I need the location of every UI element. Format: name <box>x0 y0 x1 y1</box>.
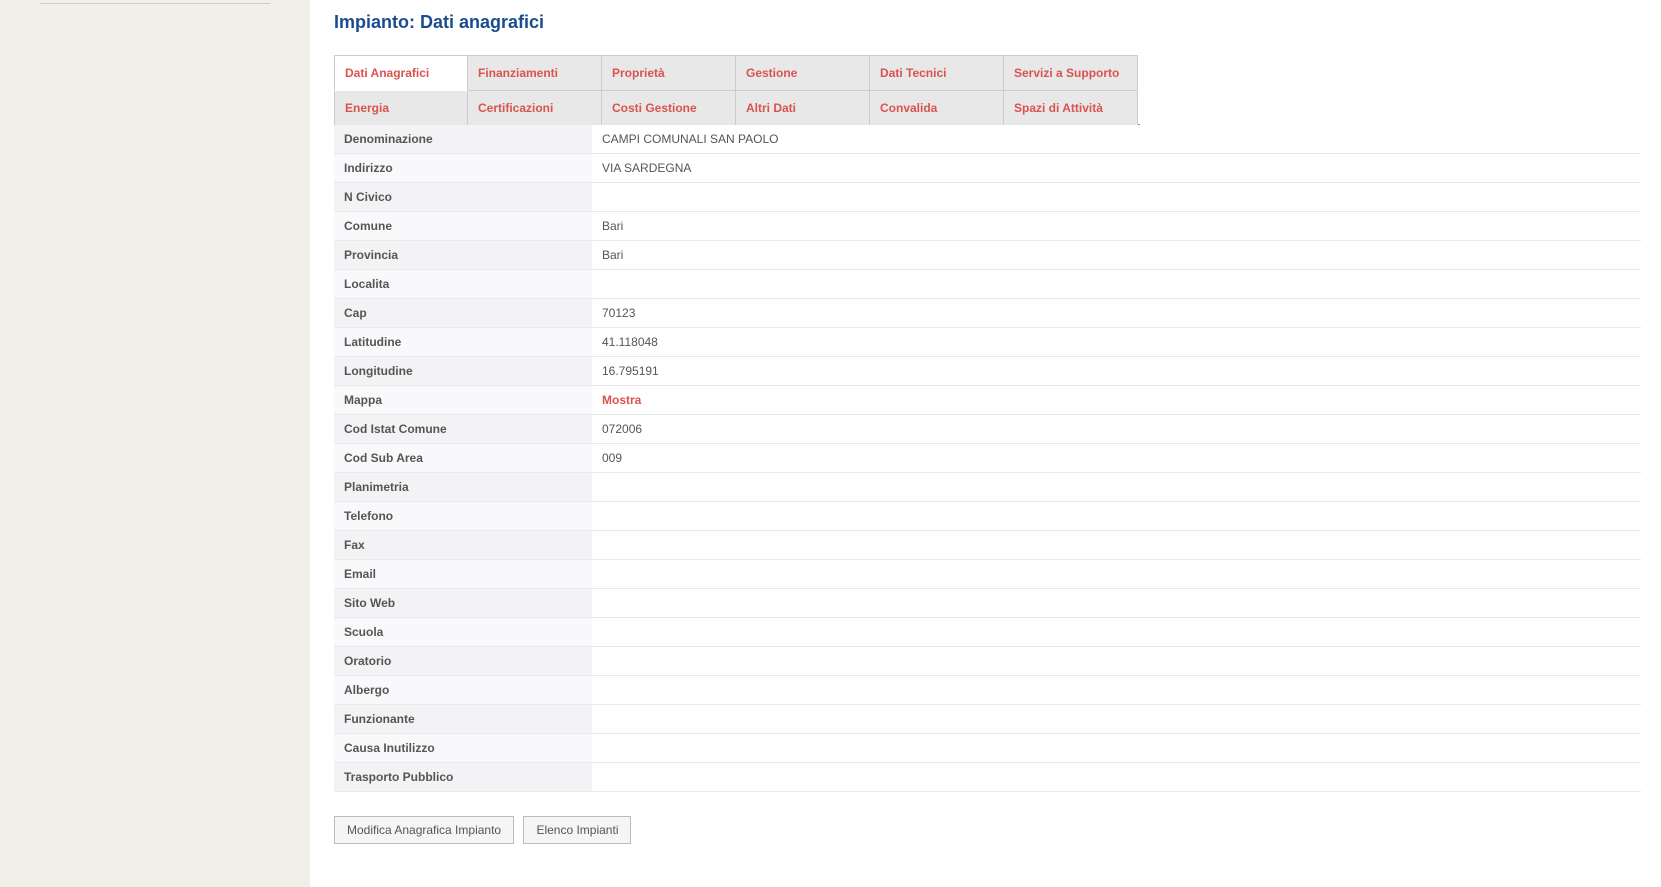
field-value <box>592 618 1641 647</box>
field-label: Funzionante <box>334 705 592 734</box>
field-label: N Civico <box>334 183 592 212</box>
table-row: Cod Istat Comune072006 <box>334 415 1641 444</box>
tab-spazi-di-attivit-[interactable]: Spazi di Attività <box>1004 90 1138 125</box>
table-row: Localita <box>334 270 1641 299</box>
field-label: Comune <box>334 212 592 241</box>
table-row: IndirizzoVIA SARDEGNA <box>334 154 1641 183</box>
list-button[interactable]: Elenco Impianti <box>523 816 631 844</box>
table-row: Fax <box>334 531 1641 560</box>
table-row: Mappa Mostra <box>334 386 1641 415</box>
table-row: N Civico <box>334 183 1641 212</box>
field-label: Mappa <box>334 386 592 415</box>
edit-button[interactable]: Modifica Anagrafica Impianto <box>334 816 514 844</box>
button-row: Modifica Anagrafica Impianto Elenco Impi… <box>334 816 1641 844</box>
table-row: ComuneBari <box>334 212 1641 241</box>
field-value <box>592 647 1641 676</box>
table-row: Oratorio <box>334 647 1641 676</box>
table-row: Trasporto Pubblico <box>334 763 1641 792</box>
field-label: Longitudine <box>334 357 592 386</box>
page-root: Impianto: Dati anagrafici Dati Anagrafic… <box>0 0 1661 887</box>
map-link[interactable]: Mostra <box>602 393 641 407</box>
field-label: Planimetria <box>334 473 592 502</box>
field-value <box>592 763 1641 792</box>
field-label: Sito Web <box>334 589 592 618</box>
tab-servizi-a-supporto[interactable]: Servizi a Supporto <box>1004 55 1138 91</box>
field-value <box>592 473 1641 502</box>
field-value <box>592 531 1641 560</box>
tab-certificazioni[interactable]: Certificazioni <box>468 90 602 125</box>
field-label: Trasporto Pubblico <box>334 763 592 792</box>
field-value: 072006 <box>592 415 1641 444</box>
field-label: Fax <box>334 531 592 560</box>
tab-gestione[interactable]: Gestione <box>736 55 870 91</box>
tab-propriet-[interactable]: Proprietà <box>602 55 736 91</box>
field-value <box>592 676 1641 705</box>
table-row: Latitudine41.118048 <box>334 328 1641 357</box>
tab-costi-gestione[interactable]: Costi Gestione <box>602 90 736 125</box>
field-label: Telefono <box>334 502 592 531</box>
field-value: Bari <box>592 212 1641 241</box>
field-label: Cap <box>334 299 592 328</box>
field-value <box>592 502 1641 531</box>
field-value: 41.118048 <box>592 328 1641 357</box>
field-value: Mostra <box>592 386 1641 415</box>
table-row: Longitudine16.795191 <box>334 357 1641 386</box>
table-row: Cod Sub Area009 <box>334 444 1641 473</box>
table-row: ProvinciaBari <box>334 241 1641 270</box>
field-label: Denominazione <box>334 125 592 154</box>
field-value <box>592 589 1641 618</box>
sidebar <box>0 0 310 887</box>
field-label: Albergo <box>334 676 592 705</box>
field-label: Localita <box>334 270 592 299</box>
table-row: Funzionante <box>334 705 1641 734</box>
field-value: 009 <box>592 444 1641 473</box>
field-value <box>592 705 1641 734</box>
table-row: Albergo <box>334 676 1641 705</box>
field-value: 70123 <box>592 299 1641 328</box>
tab-finanziamenti[interactable]: Finanziamenti <box>468 55 602 91</box>
field-label: Cod Sub Area <box>334 444 592 473</box>
field-label: Email <box>334 560 592 589</box>
table-row: Causa Inutilizzo <box>334 734 1641 763</box>
table-row: Telefono <box>334 502 1641 531</box>
field-value: Bari <box>592 241 1641 270</box>
field-value <box>592 183 1641 212</box>
field-value <box>592 270 1641 299</box>
field-value: VIA SARDEGNA <box>592 154 1641 183</box>
main-panel: Impianto: Dati anagrafici Dati Anagrafic… <box>310 0 1661 887</box>
field-label: Oratorio <box>334 647 592 676</box>
field-label: Causa Inutilizzo <box>334 734 592 763</box>
table-row: DenominazioneCAMPI COMUNALI SAN PAOLO <box>334 125 1641 154</box>
field-label: Cod Istat Comune <box>334 415 592 444</box>
tab-energia[interactable]: Energia <box>334 90 468 125</box>
table-row: Email <box>334 560 1641 589</box>
field-value: CAMPI COMUNALI SAN PAOLO <box>592 125 1641 154</box>
tab-altri-dati[interactable]: Altri Dati <box>736 90 870 125</box>
data-table: DenominazioneCAMPI COMUNALI SAN PAOLOInd… <box>334 125 1641 792</box>
page-title: Impianto: Dati anagrafici <box>334 12 1641 33</box>
tab-dati-anagrafici[interactable]: Dati Anagrafici <box>334 55 468 91</box>
field-value <box>592 560 1641 589</box>
tab-convalida[interactable]: Convalida <box>870 90 1004 125</box>
field-value: 16.795191 <box>592 357 1641 386</box>
field-label: Provincia <box>334 241 592 270</box>
table-row: Planimetria <box>334 473 1641 502</box>
field-label: Scuola <box>334 618 592 647</box>
field-value <box>592 734 1641 763</box>
field-label: Latitudine <box>334 328 592 357</box>
sidebar-divider <box>40 0 270 4</box>
tab-dati-tecnici[interactable]: Dati Tecnici <box>870 55 1004 91</box>
table-row: Cap70123 <box>334 299 1641 328</box>
table-row: Scuola <box>334 618 1641 647</box>
field-label: Indirizzo <box>334 154 592 183</box>
table-row: Sito Web <box>334 589 1641 618</box>
tabs: Dati AnagraficiFinanziamentiProprietàGes… <box>334 55 1140 125</box>
